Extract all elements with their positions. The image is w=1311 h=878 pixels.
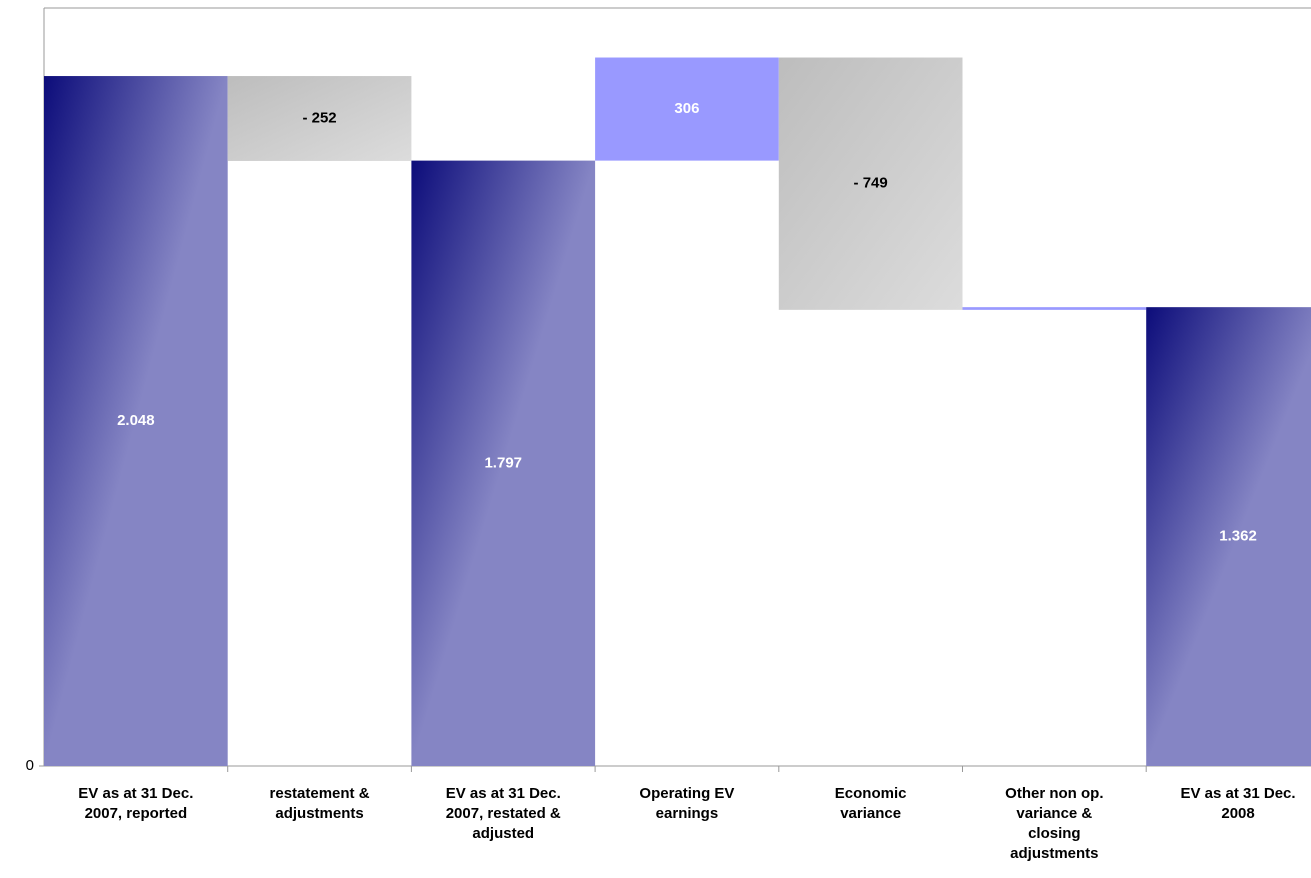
x-tick-label: Operating EV earnings (639, 785, 735, 822)
bar (227, 76, 412, 161)
bar (411, 160, 596, 767)
value-label: 306 (674, 100, 699, 117)
value-label: 1.797 (484, 454, 522, 471)
value-label: - 252 (302, 109, 336, 126)
y-tick-label: 0 (26, 757, 34, 774)
bar (962, 307, 1147, 310)
value-label: - 749 (854, 175, 888, 192)
bar (44, 76, 228, 766)
bar (778, 57, 963, 310)
value-label: 2.048 (117, 412, 155, 429)
x-tick-label: EV as at 31 Dec. 2007, reported (78, 785, 194, 822)
bar (595, 57, 779, 161)
bar (1146, 307, 1311, 766)
value-label: 1.362 (1219, 528, 1257, 545)
x-tick-label: Other non op. variance & closing adjustm… (1005, 785, 1104, 862)
x-tick-label: EV as at 31 Dec. 2007, restated & adjust… (445, 785, 561, 842)
x-tick-label: Economic variance (834, 785, 907, 822)
x-tick-label: EV as at 31 Dec. 2008 (1180, 785, 1296, 822)
x-tick-label: restatement & adjustments (269, 785, 370, 822)
